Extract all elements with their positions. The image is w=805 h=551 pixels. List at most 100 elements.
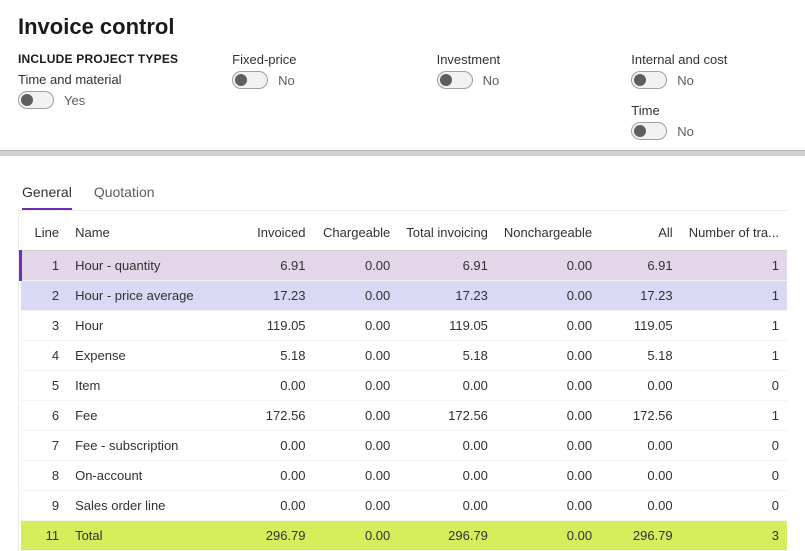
- cell-chargeable: 0.00: [314, 401, 399, 431]
- cell-invoiced: 119.05: [232, 311, 314, 341]
- table-row[interactable]: 11Total296.790.00296.790.00296.793: [21, 521, 788, 551]
- filter-time-value: No: [677, 124, 694, 139]
- cell-nonchargeable: 0.00: [496, 401, 600, 431]
- cell-num-trans: 1: [681, 311, 787, 341]
- cell-line: 5: [21, 371, 68, 401]
- cell-all: 6.91: [600, 251, 681, 281]
- cell-all: 17.23: [600, 281, 681, 311]
- cell-line: 8: [21, 461, 68, 491]
- cell-nonchargeable: 0.00: [496, 371, 600, 401]
- filter-time-and-material-label: Time and material: [18, 72, 232, 87]
- filter-fixed-price-label: Fixed-price: [232, 52, 436, 67]
- col-invoiced[interactable]: Invoiced: [232, 215, 314, 251]
- section-divider: [0, 150, 805, 156]
- filter-time-label: Time: [631, 103, 787, 118]
- cell-num-trans: 0: [681, 371, 787, 401]
- filter-time-and-material-toggle[interactable]: [18, 91, 54, 109]
- table-row[interactable]: 8On-account0.000.000.000.000.000: [21, 461, 788, 491]
- cell-num-trans: 1: [681, 401, 787, 431]
- cell-chargeable: 0.00: [314, 521, 399, 551]
- cell-nonchargeable: 0.00: [496, 431, 600, 461]
- cell-line: 2: [21, 281, 68, 311]
- cell-nonchargeable: 0.00: [496, 311, 600, 341]
- col-line[interactable]: Line: [21, 215, 68, 251]
- filter-investment-label: Investment: [437, 52, 632, 67]
- filter-investment-toggle[interactable]: [437, 71, 473, 89]
- table-row[interactable]: 5Item0.000.000.000.000.000: [21, 371, 788, 401]
- cell-line: 4: [21, 341, 68, 371]
- col-all[interactable]: All: [600, 215, 681, 251]
- table-row[interactable]: 2Hour - price average17.230.0017.230.001…: [21, 281, 788, 311]
- cell-chargeable: 0.00: [314, 431, 399, 461]
- cell-chargeable: 0.00: [314, 281, 399, 311]
- cell-num-trans: 0: [681, 491, 787, 521]
- cell-line: 1: [21, 251, 68, 281]
- cell-name: Hour: [67, 311, 232, 341]
- cell-name: Sales order line: [67, 491, 232, 521]
- filter-time-toggle[interactable]: [631, 122, 667, 140]
- cell-invoiced: 0.00: [232, 431, 314, 461]
- cell-invoiced: 172.56: [232, 401, 314, 431]
- cell-total-invoicing: 0.00: [398, 491, 496, 521]
- cell-num-trans: 1: [681, 341, 787, 371]
- tabs: General Quotation: [18, 178, 787, 211]
- cell-num-trans: 0: [681, 431, 787, 461]
- cell-line: 9: [21, 491, 68, 521]
- cell-chargeable: 0.00: [314, 251, 399, 281]
- cell-chargeable: 0.00: [314, 461, 399, 491]
- filter-fixed-price-toggle[interactable]: [232, 71, 268, 89]
- tab-quotation[interactable]: Quotation: [94, 178, 155, 210]
- cell-all: 0.00: [600, 431, 681, 461]
- col-nonchargeable[interactable]: Nonchargeable: [496, 215, 600, 251]
- cell-num-trans: 1: [681, 281, 787, 311]
- cell-name: Fee - subscription: [67, 431, 232, 461]
- cell-total-invoicing: 172.56: [398, 401, 496, 431]
- tab-general[interactable]: General: [22, 178, 72, 210]
- filter-investment-value: No: [483, 73, 500, 88]
- cell-invoiced: 5.18: [232, 341, 314, 371]
- filter-fixed-price-value: No: [278, 73, 295, 88]
- cell-invoiced: 0.00: [232, 491, 314, 521]
- cell-total-invoicing: 0.00: [398, 431, 496, 461]
- cell-invoiced: 17.23: [232, 281, 314, 311]
- col-name[interactable]: Name: [67, 215, 232, 251]
- cell-total-invoicing: 6.91: [398, 251, 496, 281]
- cell-chargeable: 0.00: [314, 341, 399, 371]
- cell-invoiced: 0.00: [232, 371, 314, 401]
- col-number-of-trans[interactable]: Number of tra...: [681, 215, 787, 251]
- cell-num-trans: 1: [681, 251, 787, 281]
- cell-nonchargeable: 0.00: [496, 281, 600, 311]
- table-row[interactable]: 7Fee - subscription0.000.000.000.000.000: [21, 431, 788, 461]
- col-total-invoicing[interactable]: Total invoicing: [398, 215, 496, 251]
- filter-time-and-material-value: Yes: [64, 93, 85, 108]
- table-row[interactable]: 3Hour119.050.00119.050.00119.051: [21, 311, 788, 341]
- cell-name: Hour - price average: [67, 281, 232, 311]
- cell-nonchargeable: 0.00: [496, 251, 600, 281]
- filters-section: INCLUDE PROJECT TYPES Time and material …: [18, 52, 787, 140]
- cell-chargeable: 0.00: [314, 371, 399, 401]
- filter-internal-and-cost-toggle[interactable]: [631, 71, 667, 89]
- cell-invoiced: 6.91: [232, 251, 314, 281]
- cell-nonchargeable: 0.00: [496, 521, 600, 551]
- table-row[interactable]: 6Fee172.560.00172.560.00172.561: [21, 401, 788, 431]
- page-title: Invoice control: [18, 14, 787, 40]
- cell-invoiced: 296.79: [232, 521, 314, 551]
- cell-total-invoicing: 0.00: [398, 461, 496, 491]
- cell-all: 172.56: [600, 401, 681, 431]
- filter-internal-and-cost-label: Internal and cost: [631, 52, 787, 67]
- cell-name: Total: [67, 521, 232, 551]
- cell-chargeable: 0.00: [314, 311, 399, 341]
- cell-total-invoicing: 5.18: [398, 341, 496, 371]
- cell-invoiced: 0.00: [232, 461, 314, 491]
- table-row[interactable]: 1Hour - quantity6.910.006.910.006.911: [21, 251, 788, 281]
- cell-chargeable: 0.00: [314, 491, 399, 521]
- col-chargeable[interactable]: Chargeable: [314, 215, 399, 251]
- table-row[interactable]: 9Sales order line0.000.000.000.000.000: [21, 491, 788, 521]
- cell-name: Hour - quantity: [67, 251, 232, 281]
- cell-total-invoicing: 0.00: [398, 371, 496, 401]
- table-row[interactable]: 4Expense5.180.005.180.005.181: [21, 341, 788, 371]
- cell-nonchargeable: 0.00: [496, 491, 600, 521]
- cell-name: On-account: [67, 461, 232, 491]
- cell-nonchargeable: 0.00: [496, 341, 600, 371]
- filter-internal-and-cost-value: No: [677, 73, 694, 88]
